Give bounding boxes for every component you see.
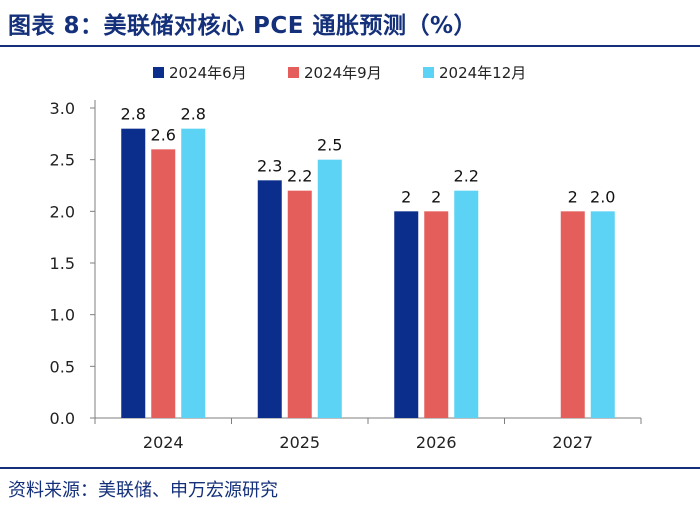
data-label: 2.2 bbox=[454, 167, 479, 186]
x-tick-label: 2027 bbox=[552, 433, 593, 452]
legend-swatch bbox=[423, 67, 434, 78]
data-label: 2.6 bbox=[151, 125, 176, 144]
data-label: 2 bbox=[401, 187, 411, 206]
bar bbox=[257, 180, 282, 418]
legend-label: 2024年6月 bbox=[169, 64, 247, 82]
x-tick-label: 2026 bbox=[416, 433, 457, 452]
y-tick-label: 0.0 bbox=[50, 409, 75, 428]
bar bbox=[287, 190, 312, 418]
data-label: 2.8 bbox=[181, 105, 206, 124]
bar bbox=[454, 190, 479, 418]
y-tick-label: 1.5 bbox=[50, 254, 75, 273]
data-label: 2 bbox=[568, 187, 578, 206]
legend-swatch bbox=[288, 67, 299, 78]
y-tick-label: 2.0 bbox=[50, 202, 75, 221]
bar bbox=[151, 149, 176, 418]
chart-title: 图表 8：美联储对核心 PCE 通胀预测（%） bbox=[8, 13, 478, 39]
data-label: 2.8 bbox=[121, 105, 146, 124]
x-tick-label: 2024 bbox=[143, 433, 184, 452]
y-tick-label: 2.5 bbox=[50, 151, 75, 170]
source-divider bbox=[0, 467, 700, 469]
bar-chart: 0.0 0.5 1.0 1.5 2.0 2.5 3.0 2024 2025 2026 2027 2.8… bbox=[50, 64, 642, 452]
y-tick-label: 1.0 bbox=[50, 306, 75, 325]
bar bbox=[181, 128, 206, 418]
bar bbox=[317, 159, 342, 418]
source-note: 资料来源：美联储、申万宏源研究 bbox=[8, 480, 278, 501]
x-tick-label: 2025 bbox=[279, 433, 320, 452]
y-tick-label: 0.5 bbox=[50, 357, 75, 376]
bar bbox=[424, 211, 449, 418]
legend-swatch bbox=[153, 67, 164, 78]
bar bbox=[394, 211, 419, 418]
legend-label: 2024年12月 bbox=[439, 64, 526, 82]
bar bbox=[121, 128, 146, 418]
data-label: 2.2 bbox=[287, 167, 312, 186]
bar bbox=[560, 211, 585, 418]
title-divider bbox=[0, 45, 700, 47]
data-label: 2.5 bbox=[317, 136, 342, 155]
y-tick-label: 3.0 bbox=[50, 99, 75, 118]
legend-label: 2024年9月 bbox=[304, 64, 382, 82]
bar bbox=[590, 211, 615, 418]
data-label: 2.3 bbox=[257, 156, 282, 175]
data-label: 2 bbox=[431, 187, 441, 206]
data-label: 2.0 bbox=[590, 187, 615, 206]
